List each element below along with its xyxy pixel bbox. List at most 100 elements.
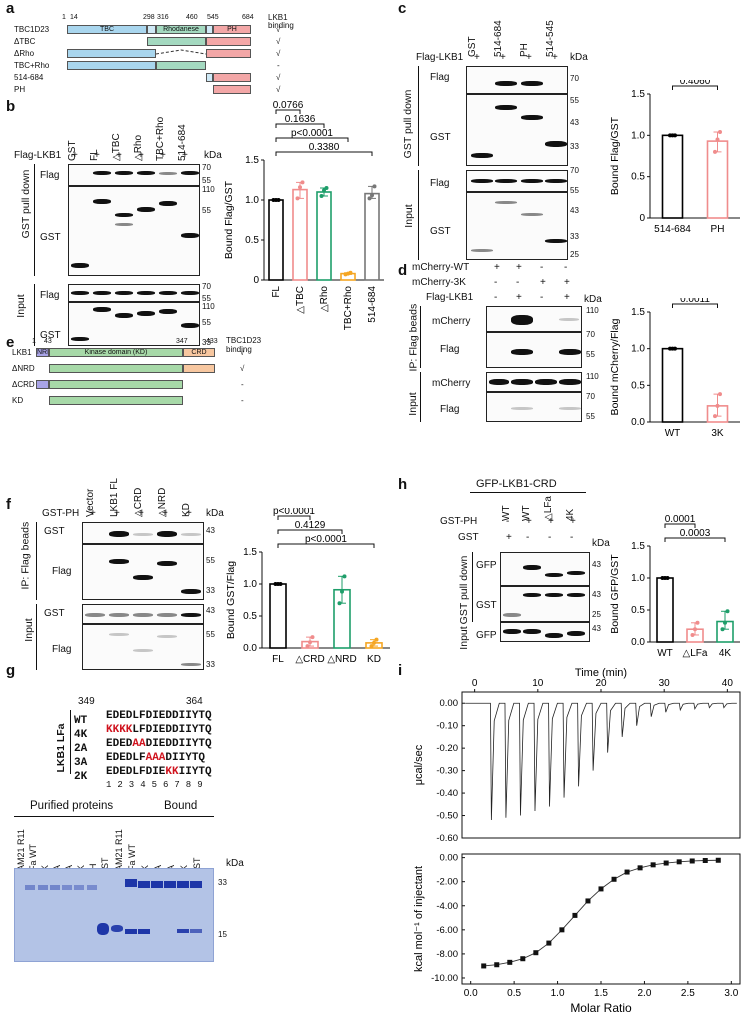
gel-band — [38, 885, 48, 890]
band — [545, 239, 567, 243]
gel-band — [25, 885, 35, 890]
crd-domain — [183, 364, 215, 373]
y-tick-label: -0.60 — [436, 833, 458, 844]
group-label: IP: Flag beads — [19, 521, 32, 590]
band — [523, 593, 541, 597]
fit-curve — [483, 859, 719, 967]
p-value-label: 0.0766 — [273, 100, 304, 111]
y-tick-label: -0.10 — [436, 721, 458, 732]
band — [137, 291, 155, 295]
sign: + — [182, 150, 188, 161]
band — [181, 323, 199, 328]
rhodanese-domain: Rhodanese — [156, 25, 206, 34]
x-tick-label: KD — [367, 654, 381, 665]
row-label: TBC1D23 — [14, 25, 50, 34]
lfa-group-label: LKB1 LFa — [55, 723, 67, 773]
data-point — [308, 640, 312, 645]
row-label: GST-PH — [440, 516, 478, 527]
seq-name: WT — [74, 715, 88, 727]
ph-domain — [206, 49, 251, 58]
y-tick-label: 1.0 — [631, 344, 645, 355]
mw-marker: 55 — [586, 350, 595, 359]
row-label: ΔRho — [14, 49, 35, 58]
data-point — [372, 184, 377, 189]
mw-marker: 43 — [570, 206, 579, 215]
band — [545, 593, 563, 597]
gel-band — [87, 885, 97, 890]
blot-gfp-input — [500, 622, 590, 642]
band — [521, 179, 543, 183]
data-point — [324, 186, 329, 190]
binding-header: LKB1 binding — [268, 14, 294, 30]
band — [567, 593, 585, 597]
y-tick-label: 1.5 — [243, 547, 257, 558]
seq-name: 2K — [74, 771, 88, 783]
mw-marker: 70 — [202, 282, 211, 291]
bar-0 — [268, 199, 284, 281]
mw-marker: 70 — [586, 330, 595, 339]
sign: + — [564, 277, 570, 288]
band — [71, 291, 89, 295]
group-bracket — [36, 522, 37, 600]
mw-marker: 55 — [202, 176, 211, 185]
data-point — [370, 193, 374, 198]
significance-bracket — [277, 543, 375, 548]
y-tick-label: 0.0 — [243, 643, 257, 654]
x-tick-label: WT — [657, 648, 673, 659]
blot-label: Flag — [52, 566, 72, 577]
row-label: mCherry-WT — [412, 262, 470, 273]
bar-0 — [661, 347, 684, 423]
panel-letter-d: d — [398, 262, 408, 279]
y-tick-label: -0.50 — [436, 811, 458, 822]
p-value-label: p<0.0001 — [291, 128, 333, 139]
sign: - — [564, 262, 568, 273]
mw-marker: 70 — [570, 74, 579, 83]
sign: + — [94, 150, 100, 161]
tbc-domain: TBC — [67, 25, 147, 34]
blot-gst-input — [68, 302, 200, 346]
mw-marker: 43 — [206, 606, 215, 615]
y-tick-label: -2.00 — [436, 877, 458, 888]
blot-label: GST — [40, 232, 61, 243]
data-point — [715, 403, 720, 408]
mw-marker: 110 — [202, 302, 215, 311]
y-axis-label: kcal mol⁻¹ of injectant — [413, 866, 425, 972]
x-tick-label: △CRD — [295, 654, 324, 665]
sequence: EDEDLFDIEDDIIYTQ — [106, 710, 212, 722]
pos-298: 298 — [143, 14, 155, 21]
gel-band — [151, 881, 163, 888]
x-tick-label: 2.5 — [681, 988, 695, 999]
mw-marker: 55 — [206, 630, 215, 639]
sign: + — [72, 150, 78, 161]
y-tick-label: 1.0 — [243, 579, 257, 590]
band — [521, 213, 543, 216]
data-point — [340, 589, 344, 594]
significance-bracket — [275, 109, 301, 114]
sequence-row: 4K — [74, 724, 87, 742]
pos-545: 545 — [207, 14, 219, 21]
band — [137, 171, 155, 175]
p-value-label: 0.3380 — [309, 142, 340, 153]
data-point — [689, 858, 695, 864]
mw-marker: 70 — [202, 163, 211, 172]
data-point — [695, 620, 700, 625]
blot-label: Flag — [440, 404, 460, 415]
blot-gst-input — [466, 192, 568, 260]
group-bracket — [36, 604, 37, 670]
blot-gst-pd — [466, 94, 568, 166]
band — [535, 379, 557, 385]
significance-bracket — [664, 523, 696, 528]
group-label: Input — [15, 294, 27, 318]
binding-mark: √ — [276, 49, 281, 58]
row-label: mCherry-3K — [412, 277, 466, 288]
plot-frame — [461, 853, 741, 985]
y-tick-label: 1.5 — [245, 155, 259, 166]
seq-post: LFDIEDDIIYTQ — [132, 724, 212, 736]
y-tick-label: 0.0 — [631, 637, 645, 648]
band — [559, 318, 579, 321]
tbc-domain — [67, 61, 156, 70]
y-axis-label: Bound Flag/GST — [609, 116, 621, 195]
band — [545, 179, 567, 183]
p-value-label: 0.1636 — [285, 114, 316, 125]
blot-label: GST — [430, 226, 451, 237]
